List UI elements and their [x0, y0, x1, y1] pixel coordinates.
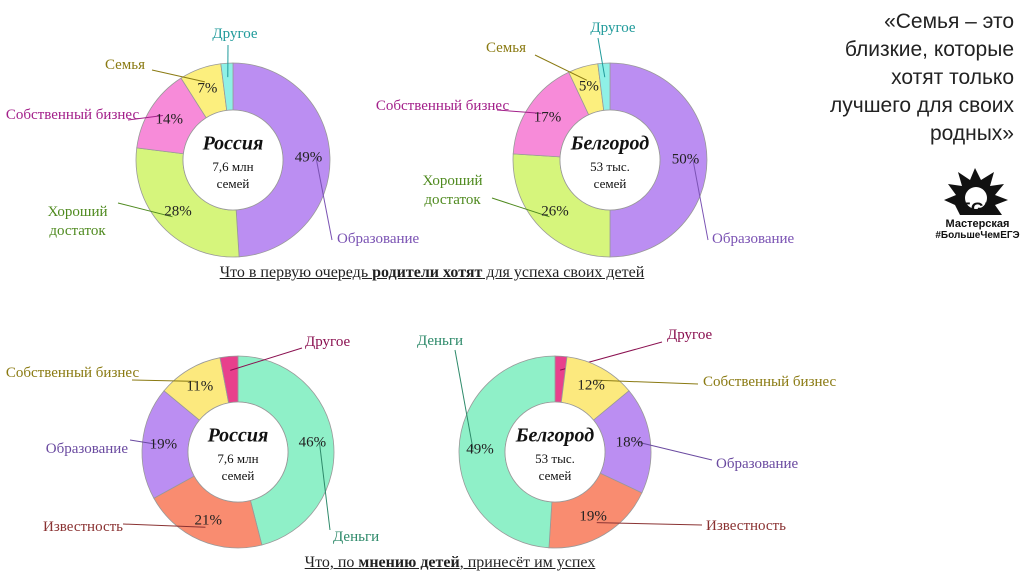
leader-line	[127, 115, 163, 121]
value-label: 12%	[577, 377, 605, 394]
category-label: Известность	[706, 518, 786, 534]
category-label: Собственный бизнес	[703, 374, 837, 390]
donut-hole-outline	[187, 401, 289, 503]
value-label: 21%	[194, 512, 222, 529]
category-label: Хороший достаток	[422, 173, 483, 208]
value-label: 49%	[466, 441, 494, 458]
leader-line	[636, 441, 713, 461]
quote: «Семья – это близкие, которые хотят только…	[830, 8, 1014, 148]
value-label: 28%	[164, 203, 192, 220]
category-label: Другое	[212, 26, 258, 42]
logo-mark: EGE	[959, 199, 996, 218]
category-label: Другое	[590, 20, 636, 36]
leader-line	[596, 522, 703, 526]
chart-subtitle: 7,6 млн семей	[212, 159, 254, 191]
donut-hole-outline	[182, 109, 284, 211]
leader-line	[117, 202, 173, 218]
chart-title: Белгород	[570, 132, 650, 155]
leader-line	[597, 37, 606, 78]
leader-line	[534, 54, 588, 81]
caption-part: , принесёт им успех	[459, 554, 596, 571]
value-label: 11%	[186, 378, 214, 395]
quote-line: «Семья – это	[884, 10, 1014, 33]
logo-name: Мастерская	[945, 218, 1010, 230]
leader-line	[692, 159, 709, 241]
caption-part: для успеха своих детей	[482, 264, 645, 281]
category-label: Образование	[45, 441, 128, 457]
leader-line	[315, 157, 333, 241]
quote-line: близкие, которые	[844, 38, 1014, 61]
category-label: Собственный бизнес	[5, 107, 140, 123]
value-label: 46%	[298, 434, 327, 451]
quote-line: хотят только	[891, 66, 1014, 89]
caption-part: Что в первую очередь	[219, 264, 373, 281]
value-label: 7%	[197, 80, 218, 97]
caption: Что в первую очередь родители хотят для …	[220, 264, 645, 282]
quote-line: родных»	[929, 122, 1014, 145]
category-label: Образование	[712, 231, 795, 247]
chart-title: Россия	[207, 424, 269, 447]
value-label: 19%	[579, 508, 607, 525]
logo-tag: #БольшеЧемЕГЭ	[935, 230, 1020, 241]
caption-part: мнению детей	[358, 554, 460, 571]
donut-hole-outline	[559, 109, 661, 211]
chart-subtitle: 7,6 млн семей	[217, 451, 259, 483]
category-label: Собственный бизнес	[375, 98, 510, 114]
value-label: 49%	[294, 149, 323, 166]
value-label: 26%	[541, 203, 569, 220]
leader-line	[318, 441, 331, 531]
chart-subtitle: 53 тыс. семей	[535, 451, 575, 483]
value-label: 17%	[533, 109, 562, 126]
caption-part: Что, по	[304, 554, 359, 571]
caption-part: родители хотят	[372, 264, 483, 281]
leader-line	[230, 347, 303, 371]
value-label: 50%	[671, 151, 700, 168]
category-label: Известность	[43, 519, 123, 535]
quote-line: лучшего для своих	[830, 94, 1014, 117]
category-label: Хороший достаток	[47, 204, 108, 239]
category-label: Семья	[485, 40, 527, 56]
category-label: Другое	[667, 327, 713, 343]
chart-subtitle: 53 тыс. семей	[590, 159, 630, 191]
category-label: Образование	[716, 456, 799, 472]
category-label: Образование	[337, 231, 420, 247]
value-label: 18%	[615, 434, 644, 451]
donut-hole-outline	[504, 401, 606, 503]
value-label: 19%	[149, 436, 178, 453]
value-label: 5%	[578, 78, 599, 95]
category-label: Деньги	[333, 529, 380, 545]
logo-hole	[965, 187, 987, 209]
category-label: Семья	[104, 57, 146, 73]
chart-title: Россия	[202, 132, 264, 155]
leader-line	[491, 197, 550, 218]
leader-line	[454, 349, 474, 450]
leader-line	[122, 523, 206, 528]
leader-line	[496, 109, 542, 114]
leader-line	[594, 379, 699, 385]
category-label: Деньги	[416, 333, 464, 349]
leader-line	[151, 69, 205, 83]
category-label: Другое	[305, 334, 351, 350]
leader-line	[131, 379, 197, 382]
category-label: Собственный бизнес	[5, 365, 140, 381]
caption: Что, по мнению детей, принесёт им успех	[305, 554, 596, 572]
chart-title: Белгород	[515, 424, 595, 447]
leader-line	[129, 439, 157, 445]
value-label: 14%	[155, 111, 184, 128]
logo: EGE Мастерская #БольшеЧемЕГЭ	[935, 200, 1020, 242]
